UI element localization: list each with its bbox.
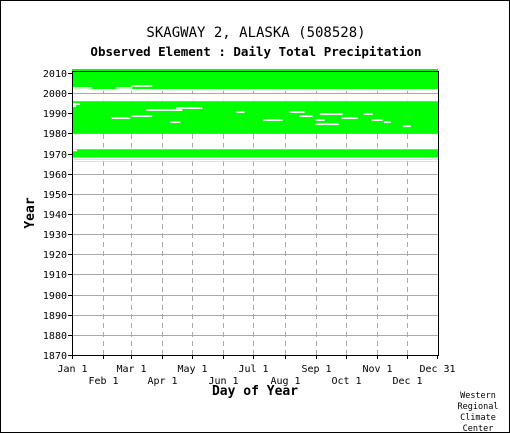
y-tick-label: 1950 xyxy=(43,190,67,201)
missing-data-segment xyxy=(319,113,343,116)
y-tick-label: 2000 xyxy=(43,89,67,100)
y-tick-label: 1880 xyxy=(43,331,67,342)
y-tick-label: 1980 xyxy=(43,129,67,140)
missing-data-segment xyxy=(72,159,438,162)
missing-data-segment xyxy=(72,149,78,152)
y-tick-label: 1940 xyxy=(43,210,67,221)
missing-data-segment xyxy=(116,87,133,89)
y-tick-label: 1970 xyxy=(43,150,67,161)
x-tick-label: Aug 1 xyxy=(270,376,300,387)
observed-period-bar xyxy=(72,147,438,162)
missing-data-segment xyxy=(111,117,131,120)
missing-data-segment xyxy=(176,107,203,109)
y-tick-label: 2010 xyxy=(43,69,67,80)
missing-data-segment xyxy=(299,115,313,118)
missing-data-segment xyxy=(131,115,153,118)
x-axis-title: Day of Year xyxy=(212,384,298,399)
x-tick-label: Sep 1 xyxy=(301,364,331,375)
observed-period-bar xyxy=(72,68,438,90)
missing-data-segment xyxy=(289,111,305,113)
y-tick-label: 1990 xyxy=(43,109,67,120)
missing-data-segment xyxy=(146,109,183,111)
x-tick-label: Dec 1 xyxy=(392,376,422,387)
missing-data-segment xyxy=(72,95,438,97)
data-marks xyxy=(72,68,438,162)
missing-data-segment xyxy=(170,121,181,124)
missing-data-segment xyxy=(315,123,339,126)
credit-line-2: Regional xyxy=(457,402,499,412)
x-tick-label: Apr 1 xyxy=(147,376,177,387)
missing-data-segment xyxy=(315,119,325,122)
missing-data-segment xyxy=(72,97,438,99)
y-tick-labels: 1870 1880 1890 1900 1910 1920 1930 1940 1950 1960… xyxy=(43,69,72,362)
y-tick-label: 1930 xyxy=(43,230,67,241)
missing-data-segment xyxy=(72,99,438,101)
missing-data-segment xyxy=(383,121,391,124)
x-tick-label: Oct 1 xyxy=(331,376,361,387)
y-axis-title: Year xyxy=(23,197,38,228)
missing-data-segment xyxy=(236,111,245,113)
x-tick-label: Feb 1 xyxy=(88,376,118,387)
plot-border xyxy=(72,71,439,356)
observed-period-bar xyxy=(72,101,438,134)
missing-data-segment xyxy=(263,119,283,122)
y-tick-label: 1910 xyxy=(43,270,67,281)
missing-data-segment xyxy=(72,103,81,105)
missing-data-segment xyxy=(402,125,411,128)
missing-data-segment xyxy=(131,85,153,87)
x-tick-labels: Jan 1 Mar 1 May 1 Jul 1 Sep 1 Nov 1 Dec 31 Feb … xyxy=(57,355,456,387)
y-tick-label: 1920 xyxy=(43,250,67,261)
x-tick-label: Nov 1 xyxy=(362,364,392,375)
x-tick-label: May 1 xyxy=(177,364,207,375)
credit-block: Western Regional Climate Center xyxy=(449,391,507,435)
chart-title: SKAGWAY 2, ALASKA (508528) xyxy=(146,25,366,41)
missing-data-segment xyxy=(72,157,438,160)
credit-line-1: Western xyxy=(460,391,496,401)
chart-subtitle: Observed Element : Daily Total Precipita… xyxy=(90,44,422,59)
y-tick-label: 1890 xyxy=(43,311,67,322)
credit-line-3: Climate xyxy=(460,413,496,423)
y-tick-label: 1870 xyxy=(43,351,67,362)
missing-data-segment xyxy=(341,117,358,120)
missing-data-segment xyxy=(371,119,383,122)
x-tick-label: Jun 1 xyxy=(208,376,238,387)
y-tick-label: 1900 xyxy=(43,291,67,302)
x-tick-label: Dec 31 xyxy=(419,364,455,375)
missing-data-segment xyxy=(363,113,373,116)
x-tick-label: Jan 1 xyxy=(57,364,87,375)
x-tick-label: Mar 1 xyxy=(116,364,146,375)
x-tick-label: Jul 1 xyxy=(238,364,268,375)
missing-data-segment xyxy=(72,105,77,107)
missing-data-segment xyxy=(72,89,438,91)
y-tick-label: 1960 xyxy=(43,170,67,181)
credit-line-4: Center xyxy=(462,424,494,434)
missing-data-segment xyxy=(72,147,438,150)
missing-data-segment xyxy=(72,87,93,89)
